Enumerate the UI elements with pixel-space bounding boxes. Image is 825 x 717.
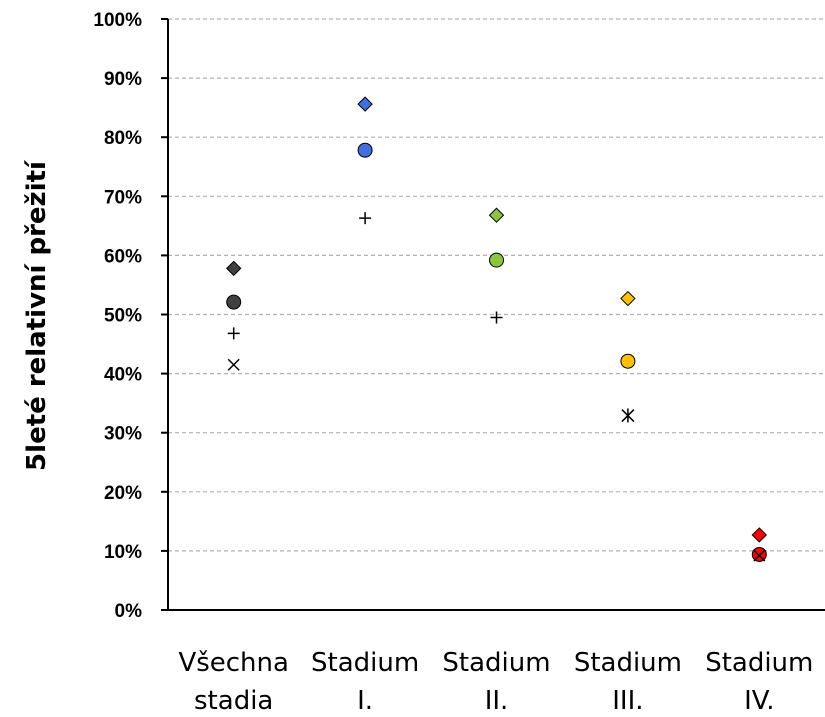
y-tick-label: 30% (104, 424, 142, 445)
y-tick-label: 50% (104, 306, 142, 327)
plus-marker (359, 212, 372, 225)
circle-marker (489, 252, 504, 268)
x-marker (227, 358, 240, 371)
x-tick-label: Všechna (178, 648, 289, 678)
x-marker (753, 549, 766, 562)
circle-marker (357, 142, 373, 158)
y-tick-label: 70% (104, 187, 142, 208)
x-tick-label: II. (485, 686, 509, 716)
y-axis-label: 5leté relativní přežití (22, 159, 52, 471)
gridlines (168, 18, 825, 552)
x-tick-label: I. (357, 686, 373, 716)
x-tick-label: Stadium (311, 648, 419, 678)
x-tick-labels: Všechna stadia Stadium I. Stadium II. Stadium I… (178, 648, 813, 716)
circle-marker (751, 546, 767, 562)
circle-marker (226, 294, 242, 310)
y-tick-labels: 0% 10% 20% 30% 40% 50% 60% 70% 80% 90% 100% (93, 10, 168, 622)
x-tick-label: Stadium (705, 648, 813, 678)
x-tick-label: Stadium (574, 648, 682, 678)
x-tick-label: stadia (194, 686, 273, 716)
x-tick-label: Stadium (442, 648, 550, 678)
y-tick-label: 80% (104, 128, 142, 149)
y-tick-label: 60% (104, 246, 142, 267)
data-points (225, 96, 768, 562)
y-tick-label: 10% (104, 542, 142, 563)
diamond-marker (751, 527, 768, 543)
diamond-marker (488, 207, 505, 223)
x-tick-label: III. (612, 686, 643, 716)
x-tick-label: IV. (744, 686, 774, 716)
asterisk-marker (621, 408, 635, 423)
circle-marker (620, 353, 636, 369)
plus-marker (490, 311, 503, 324)
y-tick-label: 40% (104, 365, 142, 386)
y-tick-label: 90% (104, 69, 142, 90)
y-tick-label: 100% (93, 10, 142, 31)
plus-marker (227, 327, 240, 340)
diamond-marker (225, 260, 242, 277)
diamond-marker (357, 96, 373, 112)
y-tick-label: 20% (104, 483, 142, 504)
diamond-marker (620, 290, 636, 307)
y-tick-label: 0% (115, 601, 143, 622)
